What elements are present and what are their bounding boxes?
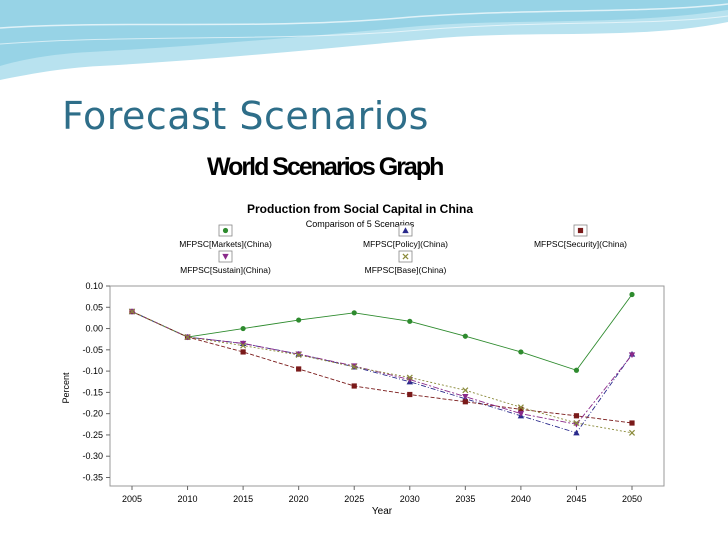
data-point	[628, 429, 636, 436]
data-point	[184, 334, 191, 341]
data-point	[573, 419, 580, 427]
y-tick-label: -0.20	[82, 409, 103, 419]
marker-stroke	[184, 334, 191, 341]
data-point	[240, 325, 246, 332]
y-tick-label: 0.10	[85, 281, 103, 291]
x-axis-label: Year	[372, 506, 393, 517]
y-tick-label: -0.25	[82, 430, 103, 440]
slide-title: Forecast Scenarios	[62, 94, 429, 138]
legend-label: MFPSC[Markets](China)	[179, 239, 272, 249]
data-point	[462, 387, 469, 394]
marker-stroke	[573, 419, 580, 427]
marker-stroke	[402, 253, 409, 260]
x-tick-label: 2040	[511, 494, 531, 504]
legend-label: MFPSC[Policy](China)	[363, 239, 448, 249]
series-line	[131, 311, 633, 434]
marker-stroke	[628, 429, 636, 436]
legend-marker	[222, 253, 229, 260]
series-line	[131, 311, 633, 434]
marker-stroke	[128, 308, 136, 315]
legend-item-5: MFPSC[Base](China)	[365, 250, 447, 275]
legend-item-2: MFPSC[Policy](China)	[363, 224, 448, 249]
series-layer	[128, 291, 636, 436]
legend-marker	[222, 227, 229, 234]
chart-legend: MFPSC[Markets](China) MFPSC[Policy](China…	[179, 224, 627, 275]
marker-stroke	[517, 404, 524, 411]
data-point	[573, 413, 580, 419]
x-axis: 2005 2010 2015 2020 2025 2030 2035 2040 2045 2050	[122, 486, 642, 504]
data-point	[407, 318, 413, 324]
x-tick-label: 2025	[344, 494, 364, 504]
x-tick-label: 2005	[122, 494, 142, 504]
series-line	[131, 311, 633, 425]
series-5	[128, 308, 636, 436]
legend-item-3: MFPSC[Security](China)	[534, 224, 627, 249]
legend-item-1: MFPSC[Markets](China)	[179, 224, 272, 249]
marker-stroke	[351, 363, 358, 370]
data-point	[407, 391, 413, 398]
y-axis: 0.10 0.05 0.00 -0.05 -0.10 -0.15 -0.20 -0.25 -0.…	[82, 281, 110, 482]
y-tick-label: -0.05	[82, 345, 103, 355]
y-tick-label: -0.30	[82, 451, 103, 461]
plot-area	[109, 285, 665, 487]
legend-label: MFPSC[Base](China)	[365, 265, 447, 275]
data-point	[406, 374, 413, 381]
legend-marker	[402, 253, 409, 260]
x-tick-label: 2010	[178, 494, 198, 504]
marker-stroke	[406, 374, 413, 381]
x-tick-label: 2030	[400, 494, 420, 504]
data-point	[517, 404, 524, 411]
legend-marker	[402, 227, 409, 234]
data-point	[351, 383, 357, 389]
graph-heading: World Scenarios Graph	[207, 153, 444, 181]
data-point	[240, 342, 247, 349]
data-point	[573, 367, 580, 373]
data-point	[351, 310, 357, 316]
data-point	[351, 363, 358, 370]
data-point	[518, 349, 524, 355]
series-1	[129, 291, 635, 373]
data-point	[296, 317, 302, 323]
series-line	[131, 294, 633, 371]
x-tick-label: 2015	[233, 494, 253, 504]
data-point	[573, 429, 580, 436]
marker-stroke	[462, 387, 469, 394]
legend-label: MFPSC[Security](China)	[534, 239, 627, 249]
data-point	[517, 411, 525, 417]
legend-label: MFPSC[Sustain](China)	[180, 265, 271, 275]
data-point	[628, 352, 636, 359]
data-point	[629, 420, 635, 426]
marker-stroke	[295, 351, 302, 358]
legend-marker	[577, 227, 584, 234]
x-tick-label: 2045	[566, 494, 586, 504]
x-tick-label: 2050	[622, 494, 642, 504]
data-point	[462, 394, 469, 400]
marker-stroke	[240, 342, 247, 349]
x-tick-label: 2020	[289, 494, 309, 504]
y-axis-label: Percent	[61, 372, 71, 404]
data-point	[462, 399, 468, 405]
chart-panel: Production from Social Capital in China …	[60, 198, 666, 528]
chart-title: Production from Social Capital in China	[247, 202, 473, 216]
data-point	[296, 366, 302, 372]
data-point	[239, 340, 247, 347]
y-tick-label: -0.10	[82, 366, 103, 376]
chart-subtitle: Comparison of 5 Scenarios	[306, 219, 415, 229]
y-tick-label: 0.05	[85, 302, 103, 312]
y-tick-label: 0.00	[85, 324, 103, 334]
data-point	[462, 333, 468, 339]
data-point	[295, 351, 302, 358]
line-chart: Production from Social Capital in China …	[61, 202, 665, 517]
decorative-wave-banner	[0, 0, 728, 80]
data-point	[128, 308, 136, 315]
legend-item-4: MFPSC[Sustain](China)	[180, 250, 271, 275]
y-tick-label: -0.15	[82, 387, 103, 397]
data-point	[240, 349, 246, 355]
x-tick-label: 2035	[455, 494, 475, 504]
data-point	[518, 406, 524, 413]
data-point	[629, 291, 635, 298]
y-tick-label: -0.35	[82, 472, 103, 482]
